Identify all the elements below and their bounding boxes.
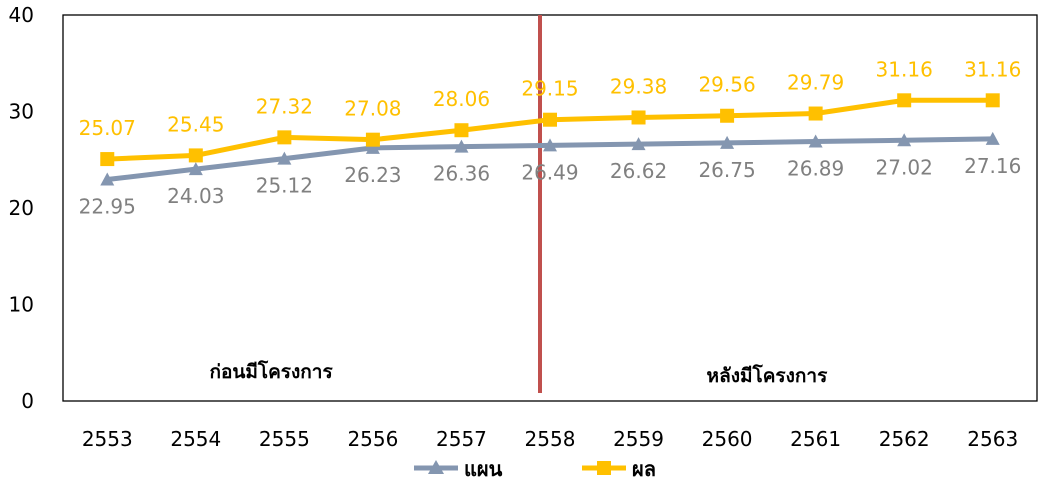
y-tick-label: 20 (9, 196, 34, 220)
data-point-marker (985, 131, 1000, 145)
data-point-marker (100, 152, 115, 167)
data-point-marker (808, 106, 823, 121)
data-label: 26.36 (433, 162, 490, 186)
data-label: 27.16 (964, 154, 1021, 178)
data-label: 26.89 (787, 157, 844, 181)
data-point-marker (188, 148, 203, 163)
data-label: 28.06 (433, 87, 490, 111)
legend-marker (597, 461, 611, 475)
annotation-before-project: ก่อนมีโครงการ (209, 360, 333, 383)
x-tick-label: 2554 (170, 427, 221, 451)
data-point-marker (277, 130, 292, 145)
data-point-marker (897, 133, 912, 147)
data-label: 26.62 (610, 159, 667, 183)
legend-item-result: ผล (582, 457, 656, 481)
data-label: 25.07 (79, 116, 136, 140)
annotation-after-project: หลังมีโครงการ (707, 364, 829, 387)
plot-area (62, 14, 1038, 402)
y-axis: 0 10 20 30 40 (9, 3, 34, 413)
data-label: 29.38 (610, 74, 667, 98)
x-tick-label: 2557 (436, 427, 487, 451)
data-point-marker (543, 138, 557, 152)
x-tick-label: 2558 (525, 427, 576, 451)
data-label: 29.79 (787, 71, 844, 95)
data-label: 27.02 (876, 155, 933, 179)
data-label: 24.03 (167, 184, 224, 208)
data-label: 25.12 (256, 174, 313, 198)
data-label: 26.49 (521, 160, 578, 184)
legend-marker (428, 460, 444, 474)
data-point-marker (631, 110, 646, 125)
data-label: 26.23 (344, 163, 401, 187)
annotation-layer: ก่อนมีโครงการ หลังมีโครงการ (209, 360, 828, 387)
x-axis: 2553 2554 2555 2556 2557 2558 2559 2560 2561 2562… (82, 427, 1018, 451)
legend: แผน ผล (414, 457, 656, 481)
legend-label: แผน (464, 457, 503, 481)
data-label: 22.95 (79, 195, 136, 219)
x-tick-label: 2553 (82, 427, 133, 451)
data-label: 27.32 (256, 94, 313, 118)
series-layer: 22.95 24.03 25.12 26.23 26.36 26.49 26.62 26.75… (79, 57, 1022, 218)
data-point-marker (897, 93, 912, 108)
data-point-marker (365, 132, 380, 147)
data-label: 31.16 (964, 57, 1021, 81)
data-label: 29.15 (521, 77, 578, 101)
data-point-marker (985, 93, 1000, 108)
data-point-marker (365, 140, 380, 154)
series-plan: 22.95 24.03 25.12 26.23 26.36 26.49 26.62 26.75… (79, 131, 1021, 219)
data-point-marker (720, 108, 735, 123)
data-label: 27.08 (344, 97, 401, 121)
data-point-marker (454, 123, 469, 138)
x-tick-label: 2555 (259, 427, 310, 451)
data-point-marker (720, 135, 735, 149)
y-tick-label: 30 (9, 100, 34, 124)
data-label: 26.75 (698, 158, 755, 182)
x-tick-label: 2559 (613, 427, 664, 451)
y-tick-label: 0 (21, 389, 34, 413)
x-tick-label: 2561 (790, 427, 841, 451)
data-label: 31.16 (876, 57, 933, 81)
data-point-marker (808, 134, 823, 148)
data-point-marker (543, 112, 557, 127)
legend-item-plan: แผน (414, 457, 503, 481)
data-point-marker (277, 151, 292, 165)
data-point-marker (454, 139, 469, 153)
y-tick-label: 10 (9, 293, 34, 317)
plot-frame (62, 14, 1038, 402)
x-tick-label: 2556 (347, 427, 398, 451)
data-label: 29.56 (698, 73, 755, 97)
data-point-marker (100, 172, 115, 186)
x-tick-label: 2560 (702, 427, 753, 451)
series-result: 25.07 25.45 27.32 27.08 28.06 29.15 29.38 29.56… (79, 57, 1021, 167)
data-label: 25.45 (167, 112, 224, 136)
legend-label: ผล (632, 457, 656, 481)
y-tick-label: 40 (9, 3, 34, 27)
data-point-marker (631, 137, 646, 151)
x-tick-label: 2562 (879, 427, 930, 451)
data-point-marker (188, 162, 203, 176)
x-tick-label: 2563 (967, 427, 1018, 451)
